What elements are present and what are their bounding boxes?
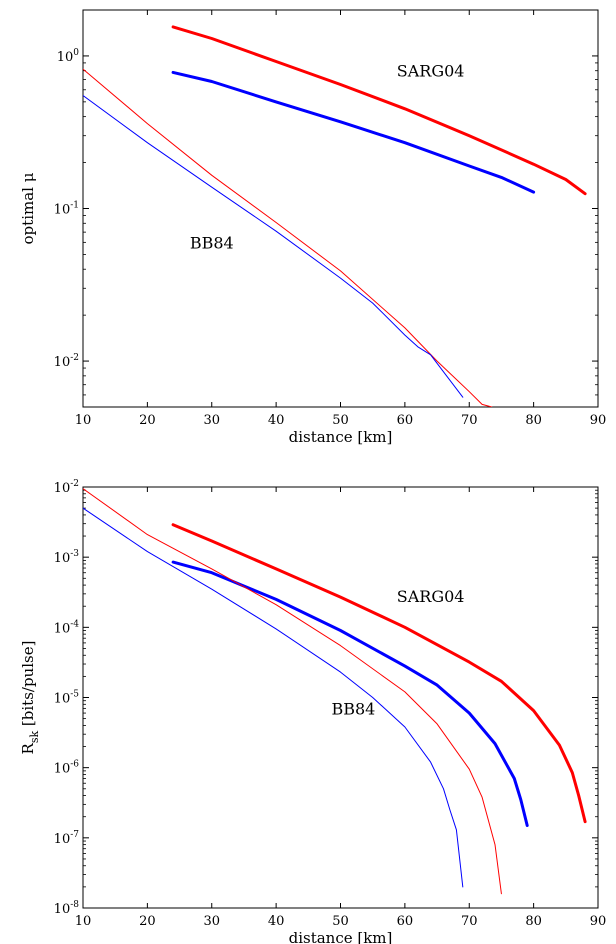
series-line-0 bbox=[171, 523, 587, 824]
y-tick-label: 100 bbox=[57, 48, 80, 65]
y-tick-label: 10-7 bbox=[54, 830, 80, 847]
y-axis-title: optimal μ bbox=[19, 172, 37, 244]
plot-frame bbox=[82, 9, 599, 408]
series-line-0 bbox=[171, 25, 587, 196]
x-tick-label: 30 bbox=[203, 914, 220, 929]
series-group bbox=[83, 488, 587, 895]
x-tick-label: 20 bbox=[139, 914, 156, 929]
x-axis-title: distance [km] bbox=[289, 428, 393, 446]
x-tick-label: 10 bbox=[75, 413, 92, 428]
series-line-2 bbox=[83, 68, 493, 407]
x-tick-label: 90 bbox=[590, 914, 607, 929]
x-tick-label: 50 bbox=[332, 914, 349, 929]
x-tick-label: 30 bbox=[203, 413, 220, 428]
series-group bbox=[83, 25, 587, 407]
y-tick-label: 10-4 bbox=[54, 619, 80, 636]
top-chart-optimal-mu: 10 20 30 40 50 60 70 80 90 10-2 10-1 100 SARG04 BB84 d… bbox=[19, 9, 607, 446]
y-tick-label: 10-6 bbox=[54, 760, 80, 777]
x-tick-label: 60 bbox=[397, 914, 414, 929]
y-tick-label: 10-2 bbox=[54, 353, 79, 370]
y-tick-label: 10-3 bbox=[54, 549, 80, 566]
x-tick-label: 90 bbox=[590, 413, 607, 428]
x-tick-label: 10 bbox=[75, 914, 92, 929]
x-tick-label: 80 bbox=[525, 413, 542, 428]
y-tick-label: 10-1 bbox=[54, 201, 79, 218]
x-tick-label: 70 bbox=[461, 914, 478, 929]
x-axis-title: distance [km] bbox=[289, 929, 393, 944]
y-tick-label: 10-5 bbox=[54, 690, 80, 707]
y-axis-title: Rsk [bits/pulse] bbox=[19, 641, 41, 755]
series-line-3 bbox=[83, 95, 464, 398]
annotation-bb84: BB84 bbox=[190, 233, 234, 252]
series-line-2 bbox=[83, 488, 502, 895]
annotation-sarg04: SARG04 bbox=[397, 62, 465, 81]
y-tick-label: 10-8 bbox=[54, 900, 80, 917]
y-tick-label: 10-2 bbox=[54, 479, 79, 496]
series-line-1 bbox=[171, 70, 536, 194]
x-tick-label: 20 bbox=[139, 413, 156, 428]
series-line-1 bbox=[171, 560, 529, 827]
x-tick-label: 40 bbox=[268, 914, 285, 929]
annotation-sarg04: SARG04 bbox=[397, 587, 465, 606]
series-line-3 bbox=[83, 507, 464, 888]
x-tick-label: 80 bbox=[525, 914, 542, 929]
x-tick-label: 50 bbox=[332, 413, 349, 428]
x-tick-label: 70 bbox=[461, 413, 478, 428]
x-tick-label: 40 bbox=[268, 413, 285, 428]
x-tick-label: 60 bbox=[397, 413, 414, 428]
annotation-bb84: BB84 bbox=[331, 699, 375, 718]
bottom-chart-key-rate: 10 20 30 40 50 60 70 80 90 10-8 10-7 10-6 10-5 10-4 10… bbox=[19, 479, 606, 944]
